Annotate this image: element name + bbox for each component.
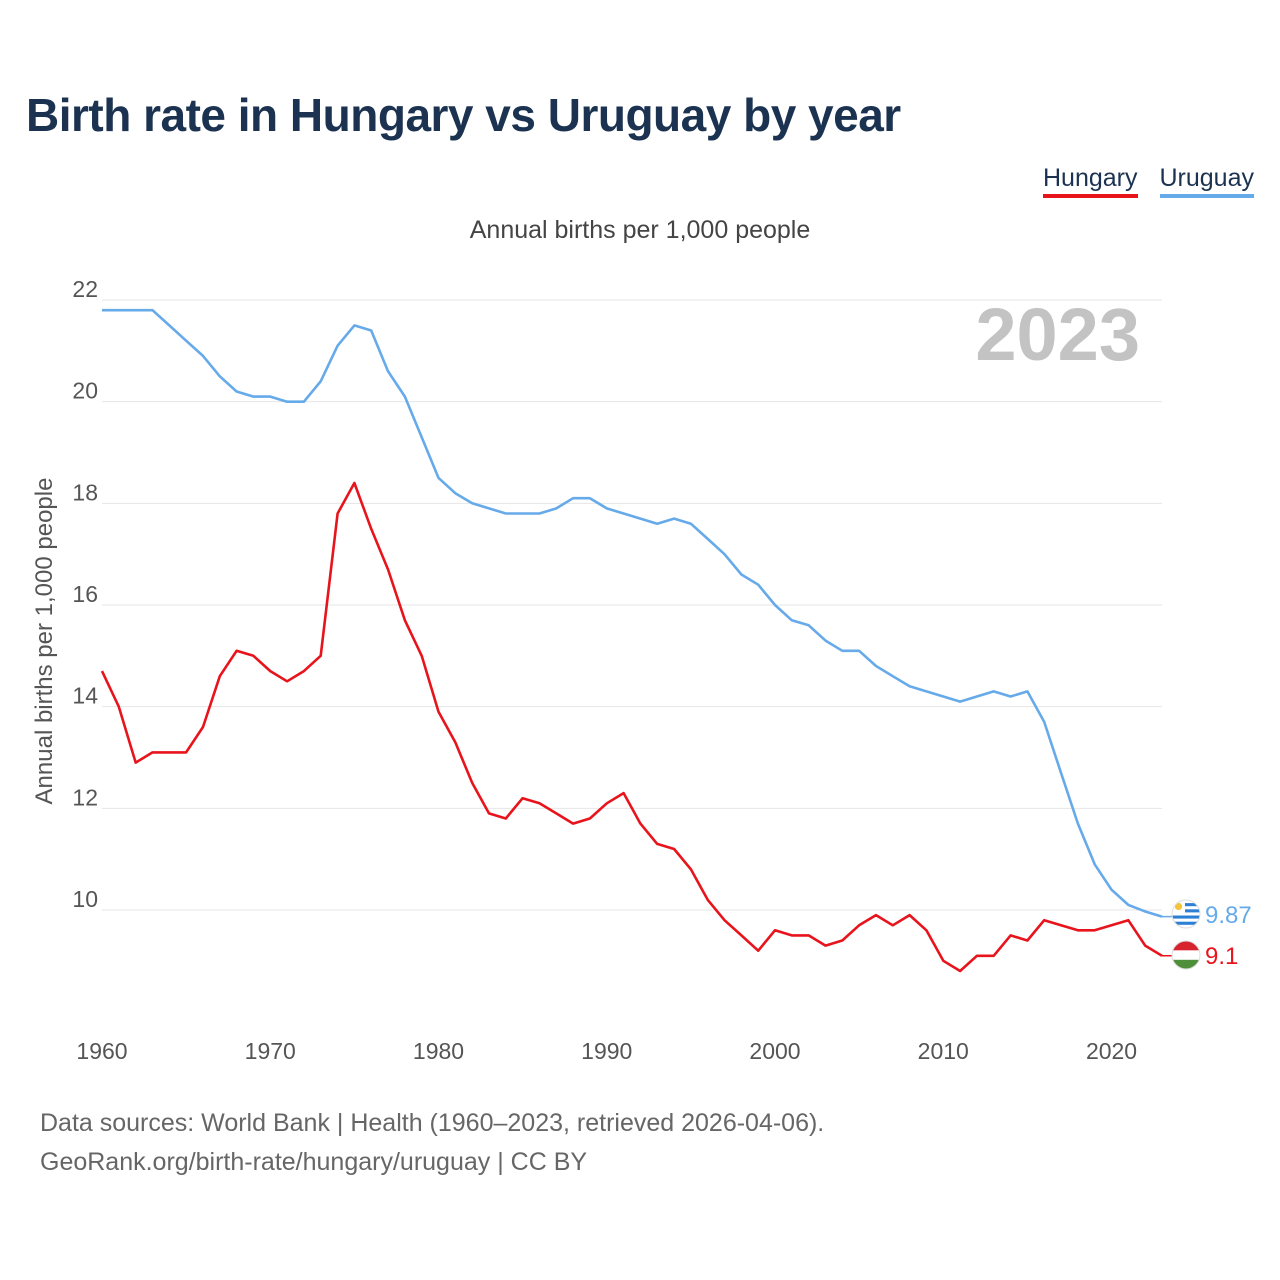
- end-labels: 9.1 9.87: [1162, 899, 1252, 970]
- x-tick-label: 2000: [749, 1038, 800, 1064]
- hungary-flag-icon: [1171, 940, 1201, 970]
- legend: Hungary Uruguay: [1043, 164, 1254, 198]
- y-tick-label: 12: [72, 784, 98, 810]
- uruguay-flag-icon: [1171, 899, 1201, 929]
- legend-item-uruguay[interactable]: Uruguay: [1159, 164, 1254, 198]
- y-tick-label: 22: [72, 276, 98, 302]
- series-line-hungary[interactable]: [100, 481, 1163, 973]
- source-link[interactable]: GeoRank.org/birth-rate/hungary/uruguay |…: [40, 1148, 588, 1176]
- y-axis-label: Annual births per 1,000 people: [31, 478, 58, 805]
- grid: [102, 299, 1162, 911]
- data-source-note: Data sources: World Bank | Health (1960–…: [40, 1109, 825, 1137]
- x-axis: 1960 1970 1980 1990 2000 2010 2020: [76, 1038, 1137, 1064]
- end-value-label-uruguay: 9.87: [1205, 902, 1252, 929]
- x-tick-label: 2010: [918, 1038, 969, 1064]
- series-line-uruguay[interactable]: [102, 308, 1163, 918]
- x-tick-label: 2020: [1086, 1038, 1137, 1064]
- y-tick-label: 10: [72, 886, 98, 912]
- y-tick-label: 18: [72, 479, 98, 505]
- chart-subtitle: Annual births per 1,000 people: [469, 216, 811, 244]
- y-tick-label: 20: [72, 378, 98, 404]
- y-tick-label: 16: [72, 581, 98, 607]
- end-value-label-hungary: 9.1: [1205, 943, 1238, 970]
- y-tick-label: 14: [72, 683, 98, 709]
- series-lines: [100, 308, 1163, 973]
- x-tick-label: 1960: [76, 1038, 127, 1064]
- y-axis: 10 12 14 16 18 20 22: [72, 276, 98, 912]
- chart-title: Birth rate in Hungary vs Uruguay by year: [26, 89, 901, 141]
- footer: Data sources: World Bank | Health (1960–…: [40, 1104, 824, 1182]
- x-tick-label: 1970: [245, 1038, 296, 1064]
- legend-item-hungary[interactable]: Hungary: [1043, 164, 1138, 198]
- x-tick-label: 1990: [581, 1038, 632, 1064]
- x-tick-label: 1980: [413, 1038, 464, 1064]
- year-watermark: 2023: [975, 293, 1140, 376]
